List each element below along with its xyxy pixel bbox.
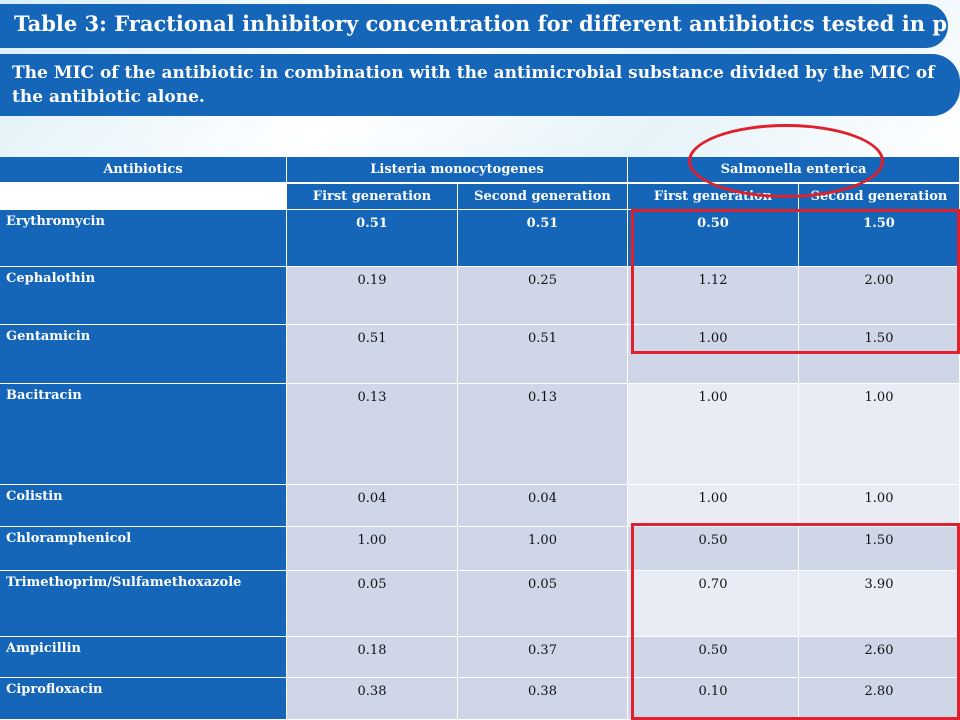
subheader-salmonella-second: Second generation [799,184,960,210]
table-row: Erythromycin 0.51 0.51 0.50 1.50 [0,210,960,267]
row-value-cell: 0.05 [287,571,458,637]
row-value-cell: 0.19 [287,267,458,325]
row-value-cell: 2.00 [799,267,960,325]
header-listeria: Listeria monocytogenes [287,157,628,183]
row-antibiotic-name: Bacitracin [0,384,287,485]
subheader-salmonella-first: First generation [628,184,799,210]
row-value-cell: 1.00 [628,384,799,485]
row-value-cell: 0.51 [458,210,628,267]
row-value-cell: 1.00 [799,384,960,485]
row-value-cell: 0.38 [287,678,458,720]
row-value-cell: 2.60 [799,637,960,678]
row-value-cell: 0.04 [287,485,458,527]
header-antibiotics: Antibiotics [0,157,287,183]
table-row: Ampicillin 0.18 0.37 0.50 2.60 [0,637,960,678]
row-value-cell: 1.50 [799,210,960,267]
row-value-cell: 0.05 [458,571,628,637]
table-row: Colistin 0.04 0.04 1.00 1.00 [0,485,960,527]
row-antibiotic-name: Trimethoprim/Sulfamethoxazole [0,571,287,637]
row-antibiotic-name: Cephalothin [0,267,287,325]
row-value-cell: 0.51 [287,325,458,384]
table-row: Trimethoprim/Sulfamethoxazole 0.05 0.05 0.7… [0,571,960,637]
row-value-cell: 0.10 [628,678,799,720]
table-header-row: Antibiotics Listeria monocytogenes Salmo… [0,157,960,183]
row-antibiotic-name: Colistin [0,485,287,527]
row-value-cell: 0.13 [287,384,458,485]
row-value-cell: 0.70 [628,571,799,637]
row-value-cell: 0.37 [458,637,628,678]
table-row: Chloramphenicol 1.00 1.00 0.50 1.50 [0,527,960,571]
row-value-cell: 0.04 [458,485,628,527]
subheader-listeria-first: First generation [287,184,458,210]
row-antibiotic-name: Ampicillin [0,637,287,678]
slide-subtitle: The MIC of the antibiotic in combination… [0,54,960,116]
row-value-cell: 0.51 [458,325,628,384]
row-value-cell: 1.00 [628,325,799,384]
row-value-cell: 0.51 [287,210,458,267]
row-antibiotic-name: Erythromycin [0,210,287,267]
row-value-cell: 1.50 [799,325,960,384]
subheader-blank [0,184,287,210]
row-value-cell: 1.12 [628,267,799,325]
slide-title: Table 3: Fractional inhibitory concentra… [0,4,948,48]
table-row: Cephalothin 0.19 0.25 1.12 2.00 [0,267,960,325]
table-row: Bacitracin 0.13 0.13 1.00 1.00 [0,384,960,485]
row-value-cell: 0.38 [458,678,628,720]
header-salmonella: Salmonella enterica [628,157,960,183]
row-value-cell: 1.00 [458,527,628,571]
row-value-cell: 0.18 [287,637,458,678]
subheader-listeria-second: Second generation [458,184,628,210]
row-antibiotic-name: Ciprofloxacin [0,678,287,720]
table-row: Ciprofloxacin 0.38 0.38 0.10 2.80 [0,678,960,720]
row-antibiotic-name: Chloramphenicol [0,527,287,571]
row-antibiotic-name: Gentamicin [0,325,287,384]
table-subheader-row: First generation Second generation First… [0,184,960,210]
row-value-cell: 2.80 [799,678,960,720]
row-value-cell: 1.00 [799,485,960,527]
row-value-cell: 0.50 [628,527,799,571]
table-row: Gentamicin 0.51 0.51 1.00 1.50 [0,325,960,384]
row-value-cell: 1.00 [287,527,458,571]
fic-table: Antibiotics Listeria monocytogenes Salmo… [0,157,960,720]
row-value-cell: 0.50 [628,210,799,267]
row-value-cell: 3.90 [799,571,960,637]
row-value-cell: 0.13 [458,384,628,485]
row-value-cell: 1.00 [628,485,799,527]
row-value-cell: 0.50 [628,637,799,678]
row-value-cell: 1.50 [799,527,960,571]
row-value-cell: 0.25 [458,267,628,325]
